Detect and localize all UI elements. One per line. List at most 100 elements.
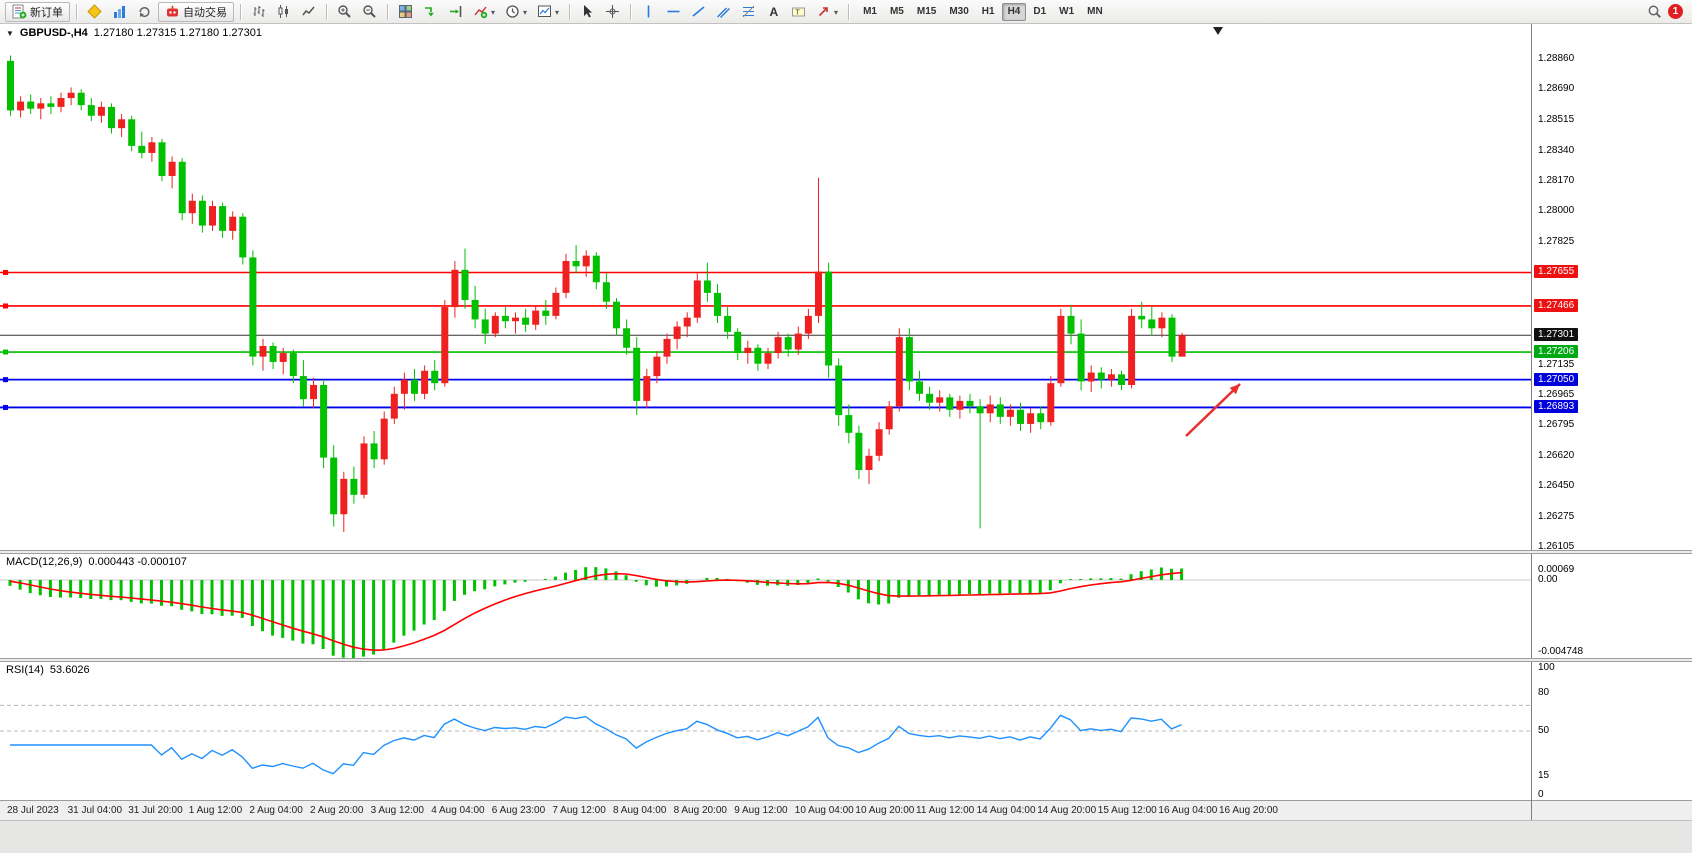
candle-body (744, 347, 752, 354)
templates-button[interactable] (533, 2, 563, 22)
macd-axis[interactable]: 0.00069 0.00 -0.004748 (1532, 554, 1692, 658)
zoom-out-icon (363, 5, 376, 18)
arrows-icon (818, 7, 828, 17)
price-badge: 1.27050 (1534, 372, 1579, 386)
line-chart-icon (302, 6, 315, 16)
candle-body (572, 260, 580, 267)
time-axis[interactable]: 28 Jul 2023 31 Jul 04:00 31 Jul 20:00 1 Aug… (0, 800, 1692, 820)
candle-body (27, 101, 35, 109)
arrows-button[interactable] (812, 2, 842, 22)
indicators-button[interactable] (469, 2, 499, 22)
candle-body (673, 326, 681, 339)
time-axis-label: 31 Jul 04:00 (67, 805, 123, 816)
line-handle[interactable] (3, 377, 8, 383)
equidistant-channel-button[interactable] (712, 2, 735, 22)
zoom-out-button[interactable] (358, 2, 381, 22)
timeframe-mn[interactable]: MN (1081, 3, 1109, 21)
candle-body (1148, 319, 1156, 329)
line-handle[interactable] (3, 303, 8, 309)
time-axis-label: 10 Aug 20:00 (855, 805, 915, 816)
candle-body (693, 280, 701, 318)
refresh-button[interactable] (133, 2, 156, 22)
line-handle[interactable] (3, 349, 8, 355)
trendline-button[interactable] (687, 2, 710, 22)
candle-body (683, 317, 691, 327)
timeframe-m15[interactable]: M15 (911, 3, 942, 21)
candle-body (1118, 374, 1125, 385)
timeframe-m1[interactable]: M1 (857, 3, 883, 21)
metaeditor-button[interactable] (83, 2, 106, 22)
rsi-line (10, 714, 1182, 775)
timeframe-d1[interactable]: D1 (1027, 3, 1052, 21)
macd-axis-label: -0.004748 (1538, 645, 1584, 657)
macd-chart[interactable] (0, 554, 1531, 658)
candlestick-chart[interactable] (0, 24, 1531, 550)
chart-ohlc: 1.27180 1.27315 1.27180 1.27301 (93, 27, 262, 39)
market-watch-button[interactable] (108, 2, 131, 22)
fibonacci-button[interactable] (737, 2, 760, 22)
rsi-chart[interactable] (0, 662, 1531, 800)
candle-body (411, 379, 418, 394)
candle-body (1178, 335, 1186, 357)
timeframe-h4[interactable]: H4 (1001, 2, 1027, 21)
time-axis-label: 1 Aug 12:00 (188, 805, 243, 816)
cursor-button[interactable] (576, 2, 599, 22)
horizontal-line-button[interactable] (662, 2, 685, 22)
chart-shift-marker[interactable] (1213, 27, 1223, 35)
line-chart-button[interactable] (297, 2, 320, 22)
tile-windows-icon (399, 5, 412, 18)
price-axis-label: 1.27135 (1538, 358, 1575, 370)
auto-scroll-button[interactable] (419, 2, 442, 22)
trend-arrow[interactable] (1185, 383, 1241, 437)
toolbar: 新订单 自动交易 (0, 0, 1692, 24)
crosshair-button[interactable] (601, 2, 624, 22)
new-order-button[interactable]: 新订单 (5, 1, 70, 22)
rsi-label: RSI(14) 53.6026 (6, 664, 90, 676)
algo-trading-label: 自动交易 (183, 6, 227, 19)
candle-body (602, 282, 610, 302)
search-button[interactable] (1643, 2, 1666, 22)
candle-body (310, 384, 317, 400)
bar-chart-button[interactable] (247, 2, 270, 22)
candle-body (875, 429, 883, 456)
line-handle[interactable] (3, 269, 8, 275)
price-axis-label: 1.28690 (1538, 83, 1575, 95)
rsi-axis[interactable]: 100 80 50 15 0 (1532, 662, 1692, 800)
price-axis[interactable]: 1.28860 1.28690 1.28515 1.28340 1.28170 1.280… (1532, 24, 1692, 552)
horizontal-line-icon (667, 10, 680, 13)
timeframe-m5[interactable]: M5 (884, 3, 910, 21)
algo-trading-button[interactable]: 自动交易 (158, 1, 234, 22)
timeframe-m30[interactable]: M30 (943, 3, 974, 21)
tile-windows-button[interactable] (394, 2, 417, 22)
panel-divider[interactable] (0, 550, 1692, 554)
toolbar-separator (569, 3, 571, 20)
line-handle[interactable] (3, 404, 8, 410)
chart-shift-button[interactable] (444, 2, 467, 22)
new-order-label: 新订单 (30, 6, 63, 19)
notification-badge[interactable]: 1 (1668, 4, 1683, 19)
candle-body (239, 216, 247, 258)
time-axis-label: 8 Aug 20:00 (673, 805, 727, 816)
timeframe-w1[interactable]: W1 (1053, 3, 1080, 21)
periods-button[interactable] (501, 2, 531, 22)
timeframe-h1[interactable]: H1 (976, 3, 1001, 21)
candle-body (956, 400, 964, 410)
chart-symbol-title: GBPUSD-,H4 (19, 27, 88, 39)
algo-trading-icon (167, 5, 178, 17)
candlestick-chart-button[interactable] (272, 2, 295, 22)
panel-divider[interactable] (0, 658, 1692, 662)
vertical-line-button[interactable] (637, 2, 660, 22)
dropdown-caret-icon (523, 6, 527, 18)
text-label-button[interactable]: T (787, 2, 810, 22)
text-button[interactable]: A (762, 2, 785, 22)
chart-collapse-icon[interactable]: ▼ (6, 28, 14, 38)
candle-body (996, 404, 1004, 417)
candle-body (57, 98, 65, 107)
dropdown-caret-icon (555, 6, 559, 18)
timeframe-group: M1 M5 M15 M30 H1 H4 D1 W1 MN (857, 2, 1109, 21)
candle-body (562, 260, 570, 293)
price-badge: 1.26893 (1534, 400, 1579, 414)
zoom-in-button[interactable] (333, 2, 356, 22)
candle-body (633, 347, 641, 401)
rsi-axis-label: 15 (1538, 769, 1550, 781)
